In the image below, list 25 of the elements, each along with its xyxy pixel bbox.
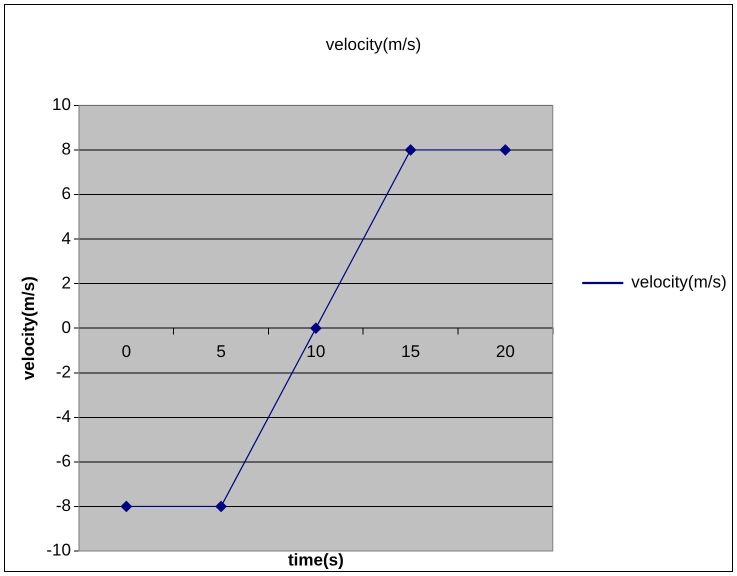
x-axis-title: time(s)	[288, 550, 344, 570]
y-axis-title: velocity(m/s)	[18, 276, 38, 380]
y-tick-label: 2	[62, 273, 71, 292]
x-tick-label: 5	[216, 342, 226, 362]
y-tick-label: 10	[52, 95, 71, 114]
point	[500, 144, 511, 156]
y-tick-label: 6	[62, 184, 71, 204]
x-tick-label: 0	[122, 342, 132, 362]
y-tick-label: -4	[56, 407, 71, 426]
y-tick-label: 4	[62, 228, 71, 248]
y-tick-label: -2	[56, 362, 71, 382]
y-tick-label: -8	[56, 496, 71, 516]
point	[405, 144, 416, 156]
x-tick-label: 20	[496, 342, 515, 362]
y-tick-label: -6	[56, 452, 71, 471]
y-tick-label: 8	[62, 140, 71, 159]
y-tick-label: 0	[62, 318, 71, 337]
point	[216, 500, 227, 512]
y-tick-label: -10	[46, 540, 71, 560]
x-tick-label: 10	[306, 342, 326, 362]
legend-label: velocity(m/s)	[631, 272, 727, 292]
point	[310, 322, 322, 334]
chart-title: velocity(m/s)	[326, 34, 422, 54]
point	[120, 500, 132, 512]
x-tick-label: 15	[401, 342, 420, 362]
